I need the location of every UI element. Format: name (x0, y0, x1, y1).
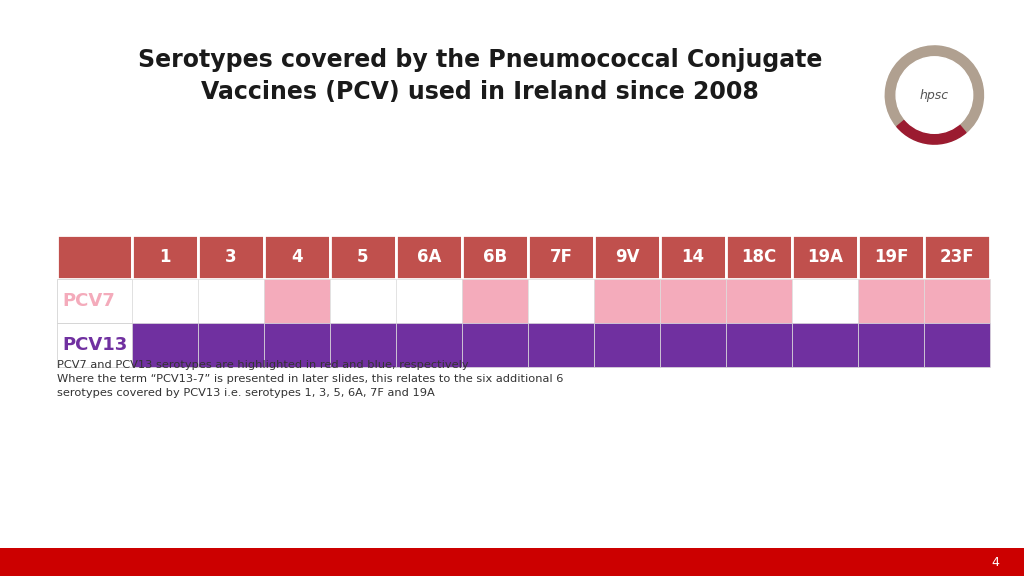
Bar (792, 235, 858, 279)
Bar (528, 279, 594, 323)
Bar (924, 235, 990, 279)
Bar (198, 235, 264, 279)
Bar (858, 279, 924, 323)
Bar (528, 235, 594, 279)
Text: PCV13: PCV13 (62, 336, 127, 354)
Text: 23F: 23F (940, 248, 974, 266)
Bar (726, 323, 792, 367)
Bar (726, 279, 792, 323)
Wedge shape (886, 46, 983, 132)
Wedge shape (897, 120, 966, 144)
Bar (198, 323, 264, 367)
Text: 19F: 19F (873, 248, 908, 266)
Text: 7F: 7F (550, 248, 572, 266)
Bar (528, 323, 594, 367)
Text: 19A: 19A (807, 248, 843, 266)
Bar (660, 323, 726, 367)
Bar (594, 323, 660, 367)
Bar (198, 279, 264, 323)
Bar (462, 323, 528, 367)
Bar (330, 323, 396, 367)
Circle shape (896, 57, 973, 133)
Bar (396, 323, 462, 367)
Bar (660, 235, 726, 279)
Text: Serotypes covered by the Pneumococcal Conjugate
Vaccines (PCV) used in Ireland s: Serotypes covered by the Pneumococcal Co… (138, 48, 822, 104)
Bar (57, 235, 132, 279)
Bar (264, 279, 330, 323)
Bar (792, 279, 858, 323)
Bar (792, 323, 858, 367)
Text: 4: 4 (991, 555, 999, 569)
Text: PCV7 and PCV13 serotypes are highlighted in red and blue, respectively
Where the: PCV7 and PCV13 serotypes are highlighted… (57, 360, 563, 398)
Bar (132, 279, 198, 323)
Bar (330, 235, 396, 279)
Circle shape (886, 46, 983, 144)
Bar (594, 235, 660, 279)
Text: 6B: 6B (483, 248, 507, 266)
Text: 6A: 6A (417, 248, 441, 266)
Bar (660, 279, 726, 323)
Text: 3: 3 (225, 248, 237, 266)
Text: 1: 1 (160, 248, 171, 266)
Text: 5: 5 (357, 248, 369, 266)
Bar (396, 235, 462, 279)
Bar (594, 279, 660, 323)
Bar (264, 235, 330, 279)
Text: 9V: 9V (614, 248, 639, 266)
Text: 18C: 18C (741, 248, 776, 266)
Bar (264, 323, 330, 367)
Bar (858, 323, 924, 367)
Bar (924, 323, 990, 367)
Bar (858, 235, 924, 279)
Text: hpsc: hpsc (920, 89, 949, 101)
Text: PCV7: PCV7 (62, 292, 115, 310)
Bar (330, 279, 396, 323)
Bar (726, 235, 792, 279)
Bar (924, 279, 990, 323)
Bar (132, 235, 198, 279)
Bar (462, 279, 528, 323)
Bar (57, 279, 132, 323)
Bar (132, 323, 198, 367)
Text: 14: 14 (681, 248, 705, 266)
Bar (0, 548, 1024, 576)
Bar (396, 279, 462, 323)
Bar (57, 323, 132, 367)
Bar (462, 235, 528, 279)
Text: 4: 4 (291, 248, 303, 266)
